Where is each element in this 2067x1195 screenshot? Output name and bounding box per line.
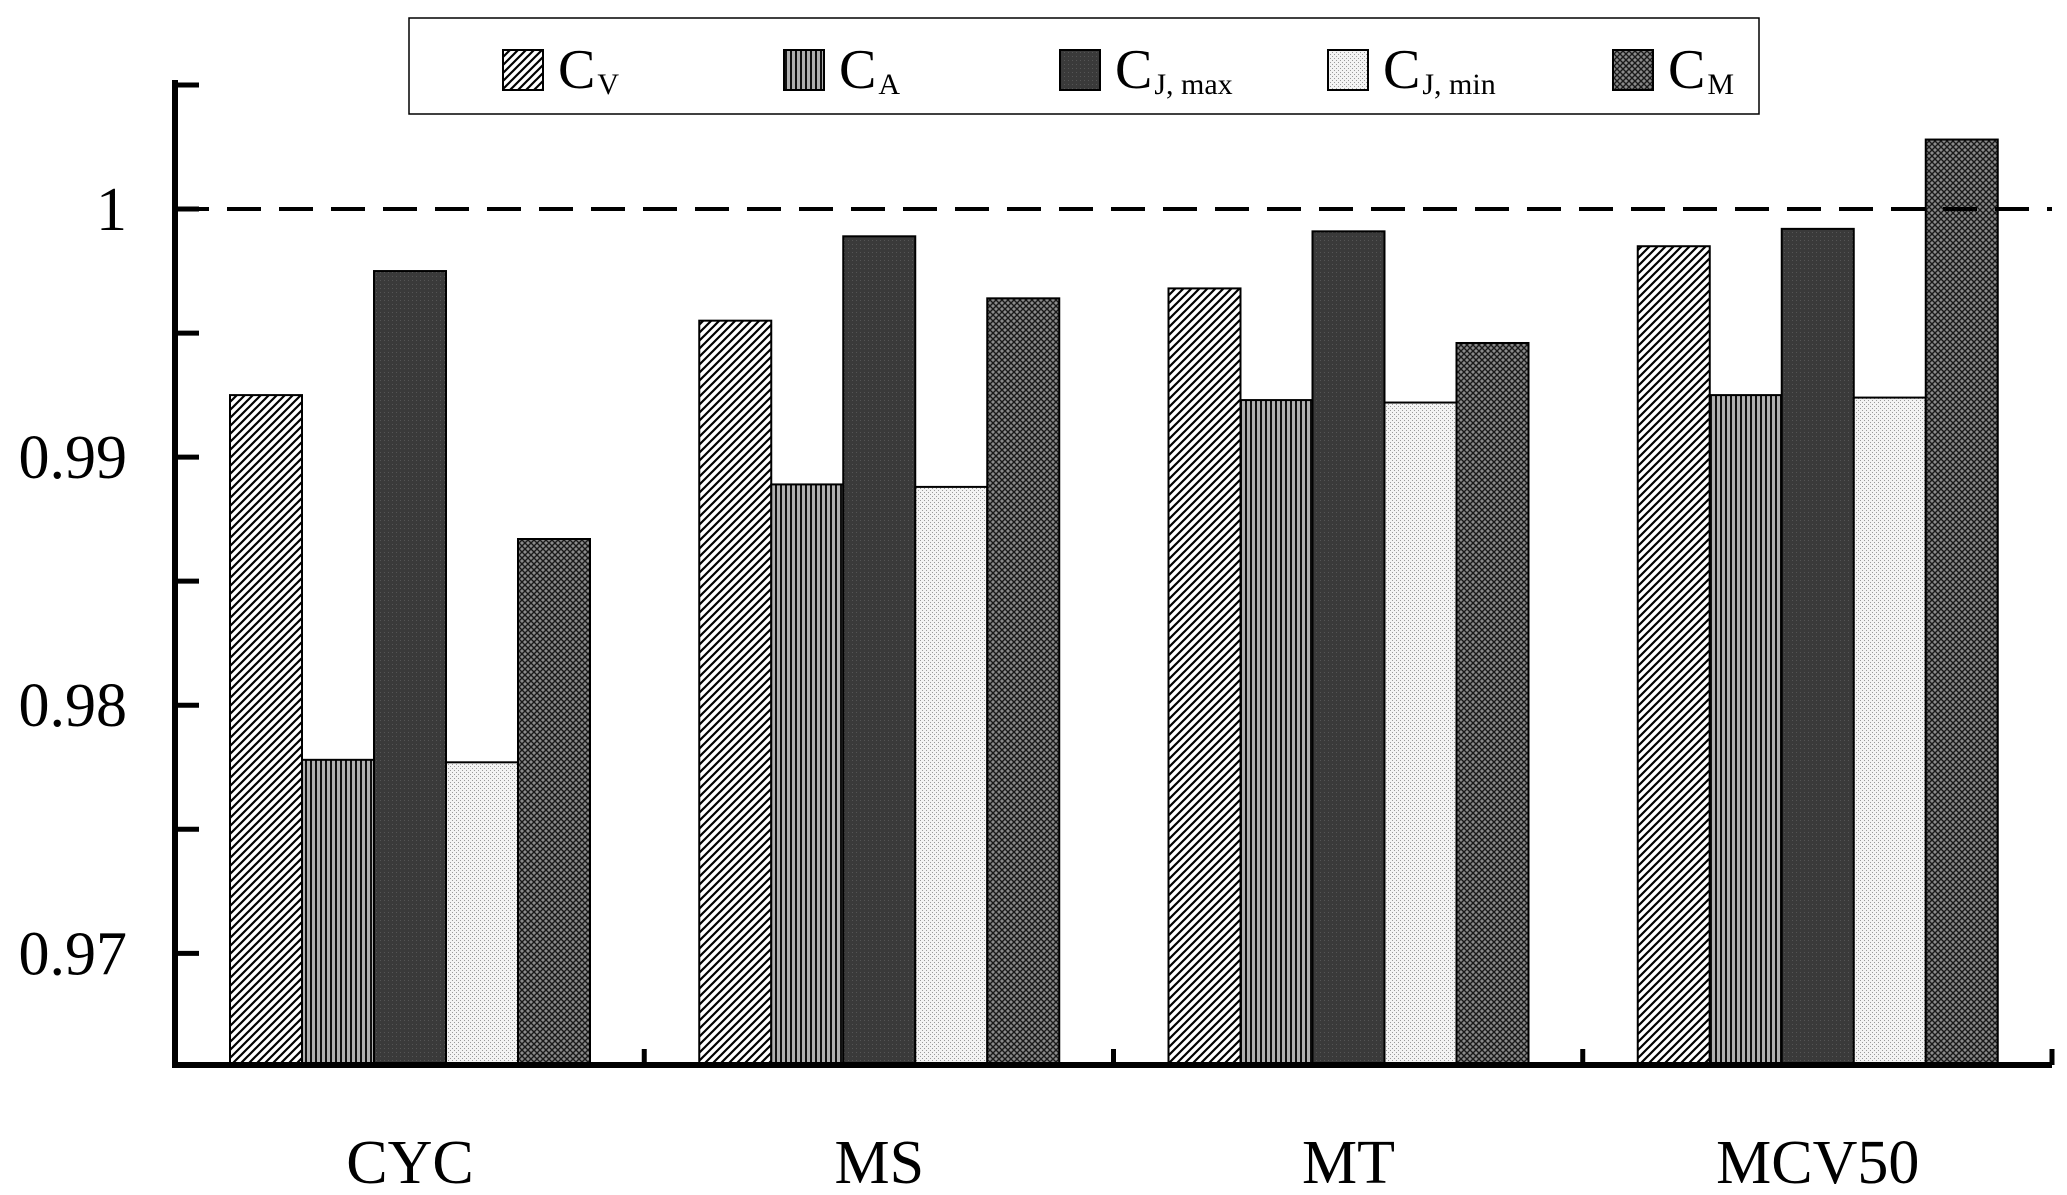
bar-c-v-cyc: [229, 394, 303, 1066]
legend: CV CA CJ, max CJ, min CM: [408, 17, 1760, 115]
bar-c-v-mt: [1167, 287, 1242, 1066]
y-tick-label: 0.97: [19, 920, 128, 988]
bar-c-a-mt: [1239, 399, 1314, 1066]
bar-c-j-min-cyc: [445, 761, 519, 1067]
legend-swatch-4: [1612, 49, 1654, 91]
bar-c-j-max-cyc: [373, 270, 447, 1066]
category-label-mt: MT: [1302, 1129, 1395, 1195]
bar-c-j-min-mcv50: [1852, 396, 1927, 1067]
bar-c-j-max-mt: [1311, 230, 1386, 1067]
category-label-mcv50: MCV50: [1716, 1129, 1919, 1195]
y-tick-label: 0.99: [19, 424, 128, 492]
bar-c-a-cyc: [301, 758, 375, 1066]
legend-swatch-2: [1059, 49, 1101, 91]
bar-c-j-min-ms: [914, 485, 989, 1067]
legend-swatch-3: [1327, 49, 1369, 91]
bar-c-j-max-ms: [842, 235, 917, 1067]
category-labels-group: CYC MS MT MCV50: [346, 1129, 1919, 1195]
category-label-cyc: CYC: [346, 1129, 473, 1195]
category-label-ms: MS: [834, 1129, 924, 1195]
y-tick-label: 1: [96, 176, 127, 244]
legend-swatch-1: [783, 49, 825, 91]
bar-c-m-mt: [1455, 341, 1530, 1066]
bar-c-a-mcv50: [1708, 394, 1783, 1066]
y-tick-label: 0.98: [19, 672, 128, 740]
bar-c-m-mcv50: [1924, 138, 1999, 1067]
bar-c-m-ms: [986, 297, 1061, 1066]
bar-c-j-max-mcv50: [1780, 227, 1855, 1066]
legend-swatch-0: [502, 49, 544, 91]
bar-c-m-cyc: [517, 538, 591, 1066]
bars-group: [229, 138, 1999, 1067]
bar-c-v-ms: [698, 319, 773, 1067]
y-ticks-group: 0.97 0.98 0.99 1: [19, 82, 199, 988]
bar-c-a-ms: [770, 483, 845, 1066]
bar-c-j-min-mt: [1383, 401, 1458, 1066]
axes-group: [172, 80, 2055, 1068]
bar-c-v-mcv50: [1636, 245, 1711, 1066]
